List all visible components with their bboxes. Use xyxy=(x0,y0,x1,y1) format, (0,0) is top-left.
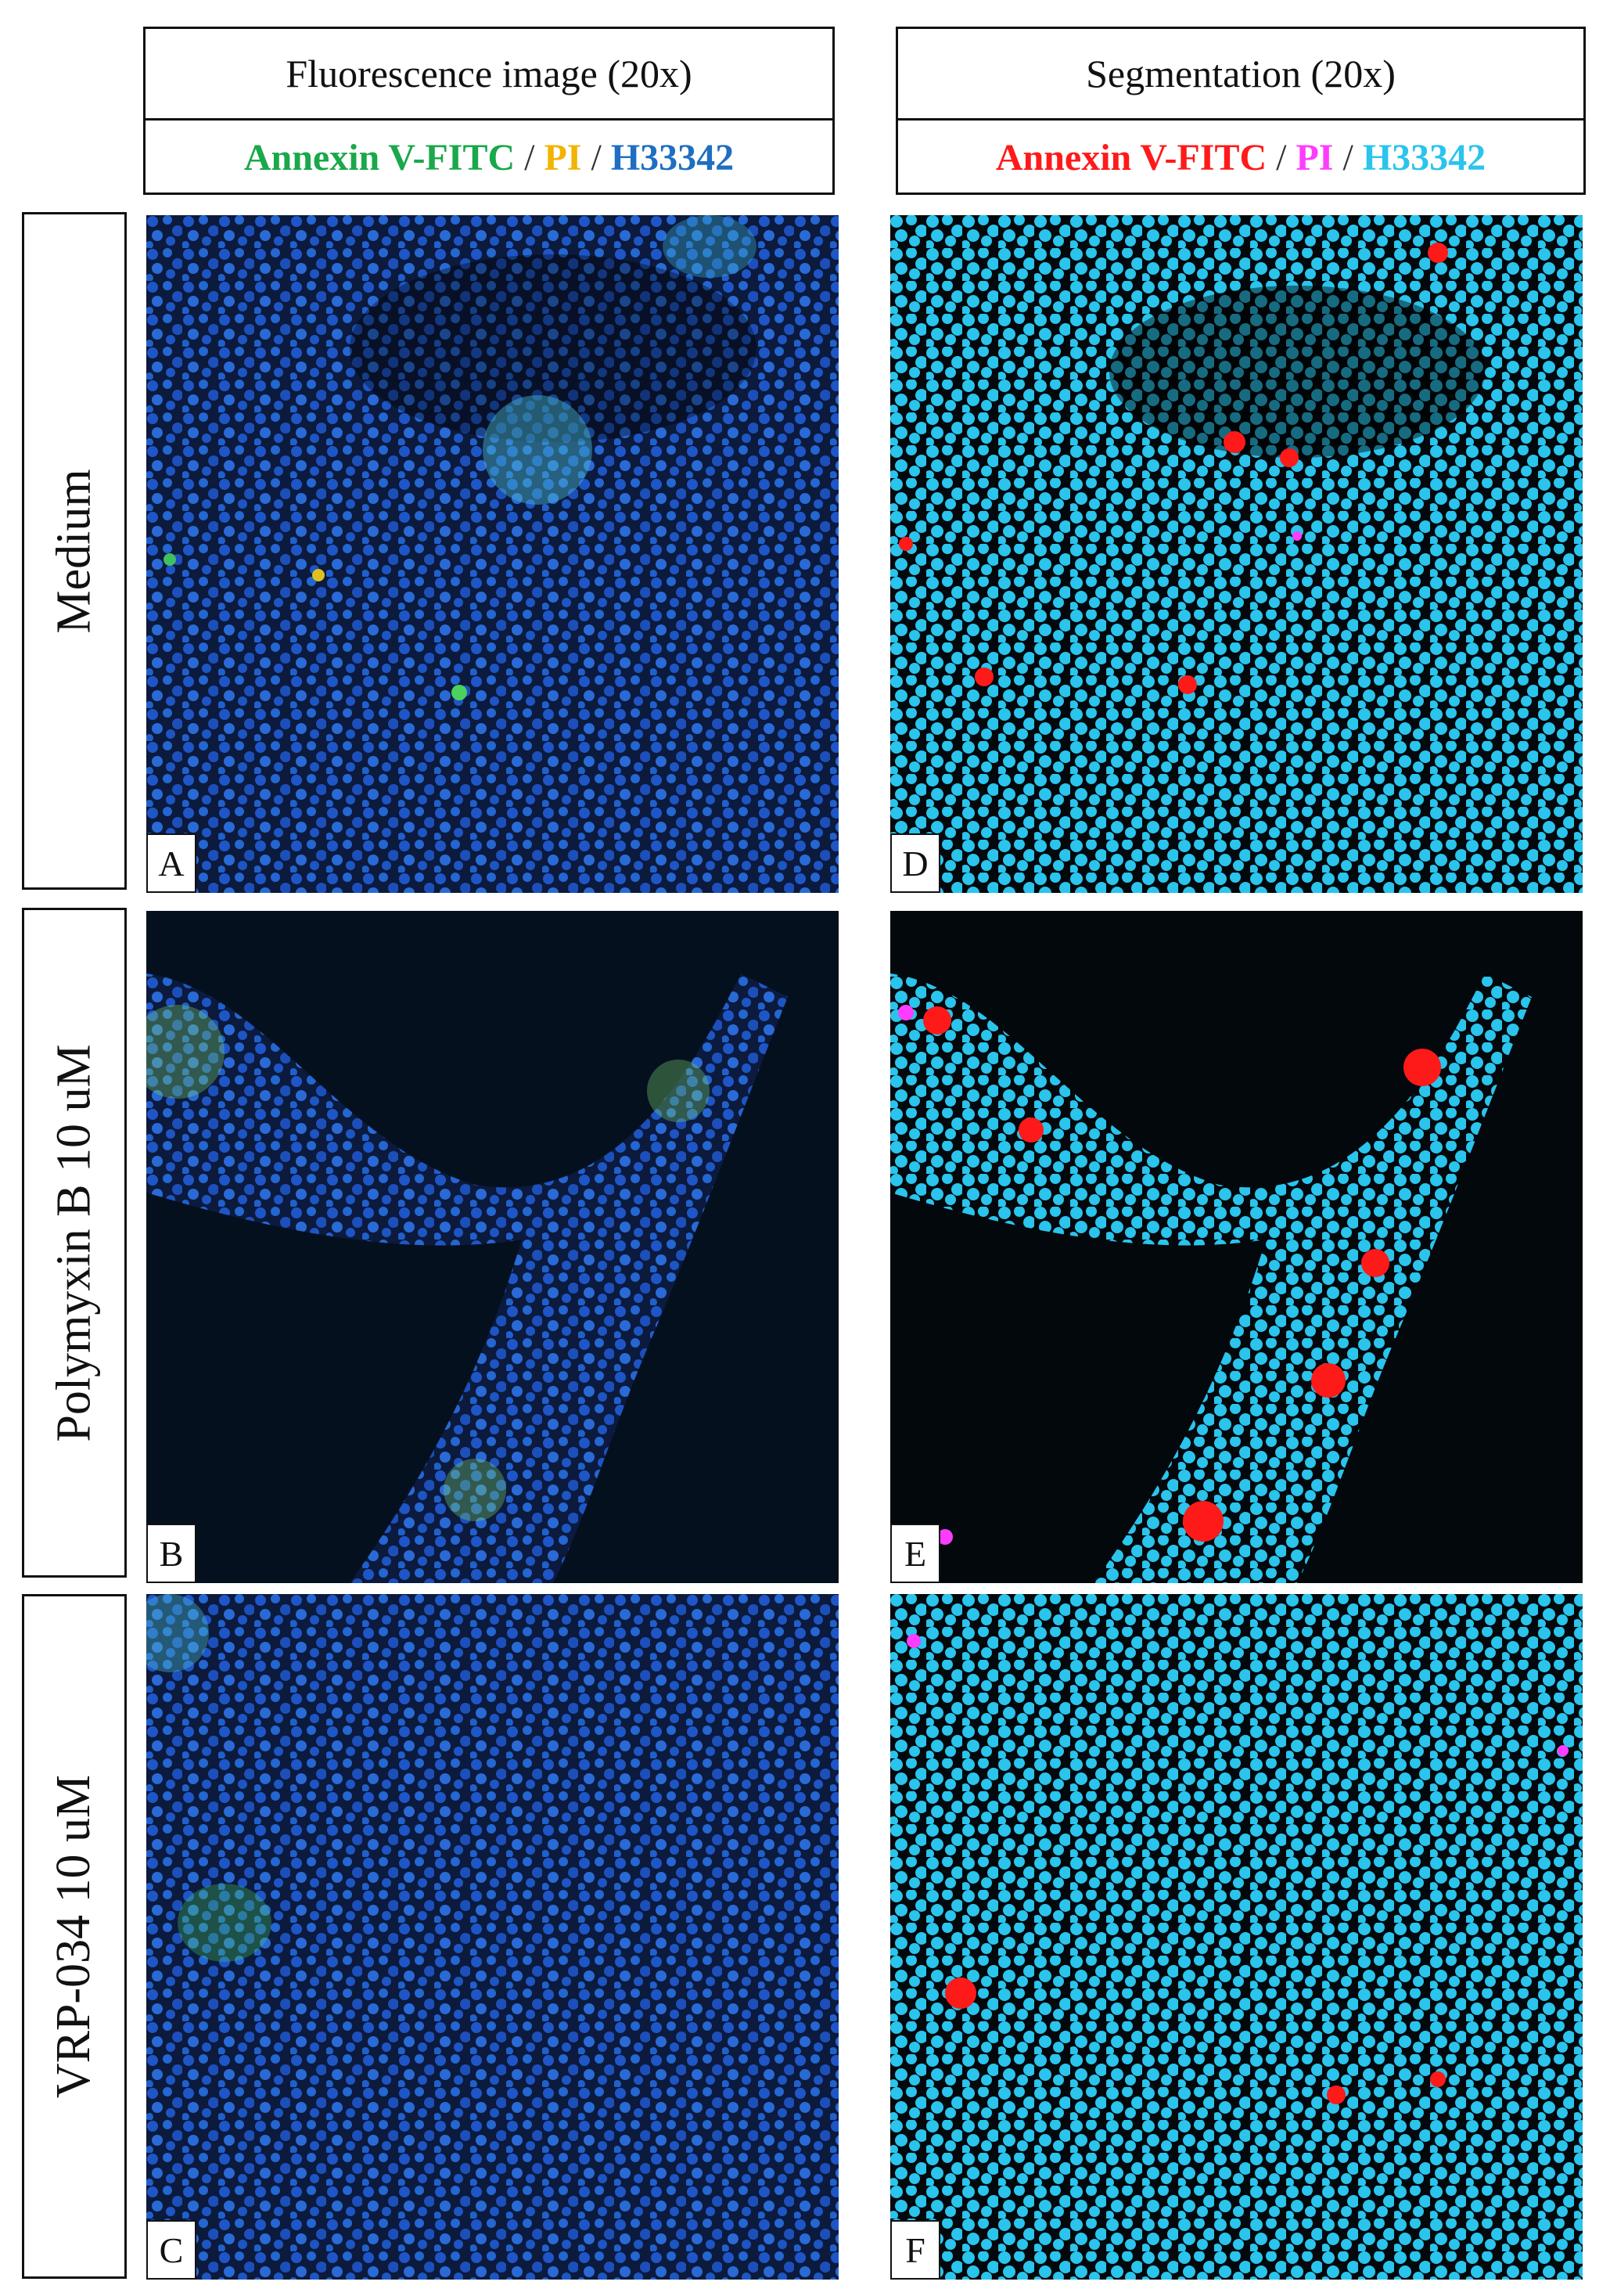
header: Segmentation (20x) Annexin V-FITC / PI /… xyxy=(896,27,1586,195)
header-title: Fluorescence image (20x) xyxy=(146,29,832,121)
row-label: Polymyxin B 10 uM xyxy=(47,1043,101,1442)
image-panel: F xyxy=(890,1594,1583,2280)
row-label: Medium xyxy=(47,468,101,634)
legend-item: PI xyxy=(1296,137,1334,178)
separator-text: / xyxy=(1342,137,1353,178)
row-label-box: Medium xyxy=(22,212,127,890)
row-label-box: VRP-034 10 uM xyxy=(22,1594,127,2279)
legend-item: H33342 xyxy=(610,137,735,178)
header-legend: Annexin V-FITC / PI / H33342 xyxy=(146,121,832,195)
separator: / xyxy=(581,136,610,179)
micrograph xyxy=(146,911,839,1583)
panel-letter: E xyxy=(890,1524,940,1583)
image-panel: B xyxy=(146,911,839,1583)
header-title: Segmentation (20x) xyxy=(898,29,1583,121)
segmentation xyxy=(890,1594,1583,2280)
row-label-box: Polymyxin B 10 uM xyxy=(22,908,127,1578)
micrograph xyxy=(146,215,839,893)
separator: / xyxy=(515,136,544,179)
separator-text: / xyxy=(591,137,602,178)
legend-item: H33342 xyxy=(1362,137,1486,178)
panel-letter: C xyxy=(146,2220,196,2280)
separator: / xyxy=(1333,136,1362,179)
separator-text: / xyxy=(524,137,535,178)
separator: / xyxy=(1267,136,1296,179)
row-label: VRP-034 10 uM xyxy=(47,1774,101,2099)
segmentation xyxy=(890,911,1583,1583)
panel-letter: B xyxy=(146,1524,196,1583)
segmentation xyxy=(890,215,1583,893)
panel-letter: A xyxy=(146,833,196,893)
legend-item: Annexin V-FITC xyxy=(995,137,1267,178)
legend-item: Annexin V-FITC xyxy=(243,137,516,178)
image-panel: D xyxy=(890,215,1583,893)
image-panel: C xyxy=(146,1594,839,2280)
micrograph xyxy=(146,1594,839,2280)
image-panel: E xyxy=(890,911,1583,1583)
image-panel: A xyxy=(146,215,839,893)
panel-letter: F xyxy=(890,2220,940,2280)
panel-letter: D xyxy=(890,833,940,893)
legend-item: PI xyxy=(544,137,582,178)
header-legend: Annexin V-FITC / PI / H33342 xyxy=(898,121,1583,195)
separator-text: / xyxy=(1276,137,1287,178)
header: Fluorescence image (20x) Annexin V-FITC … xyxy=(143,27,835,195)
